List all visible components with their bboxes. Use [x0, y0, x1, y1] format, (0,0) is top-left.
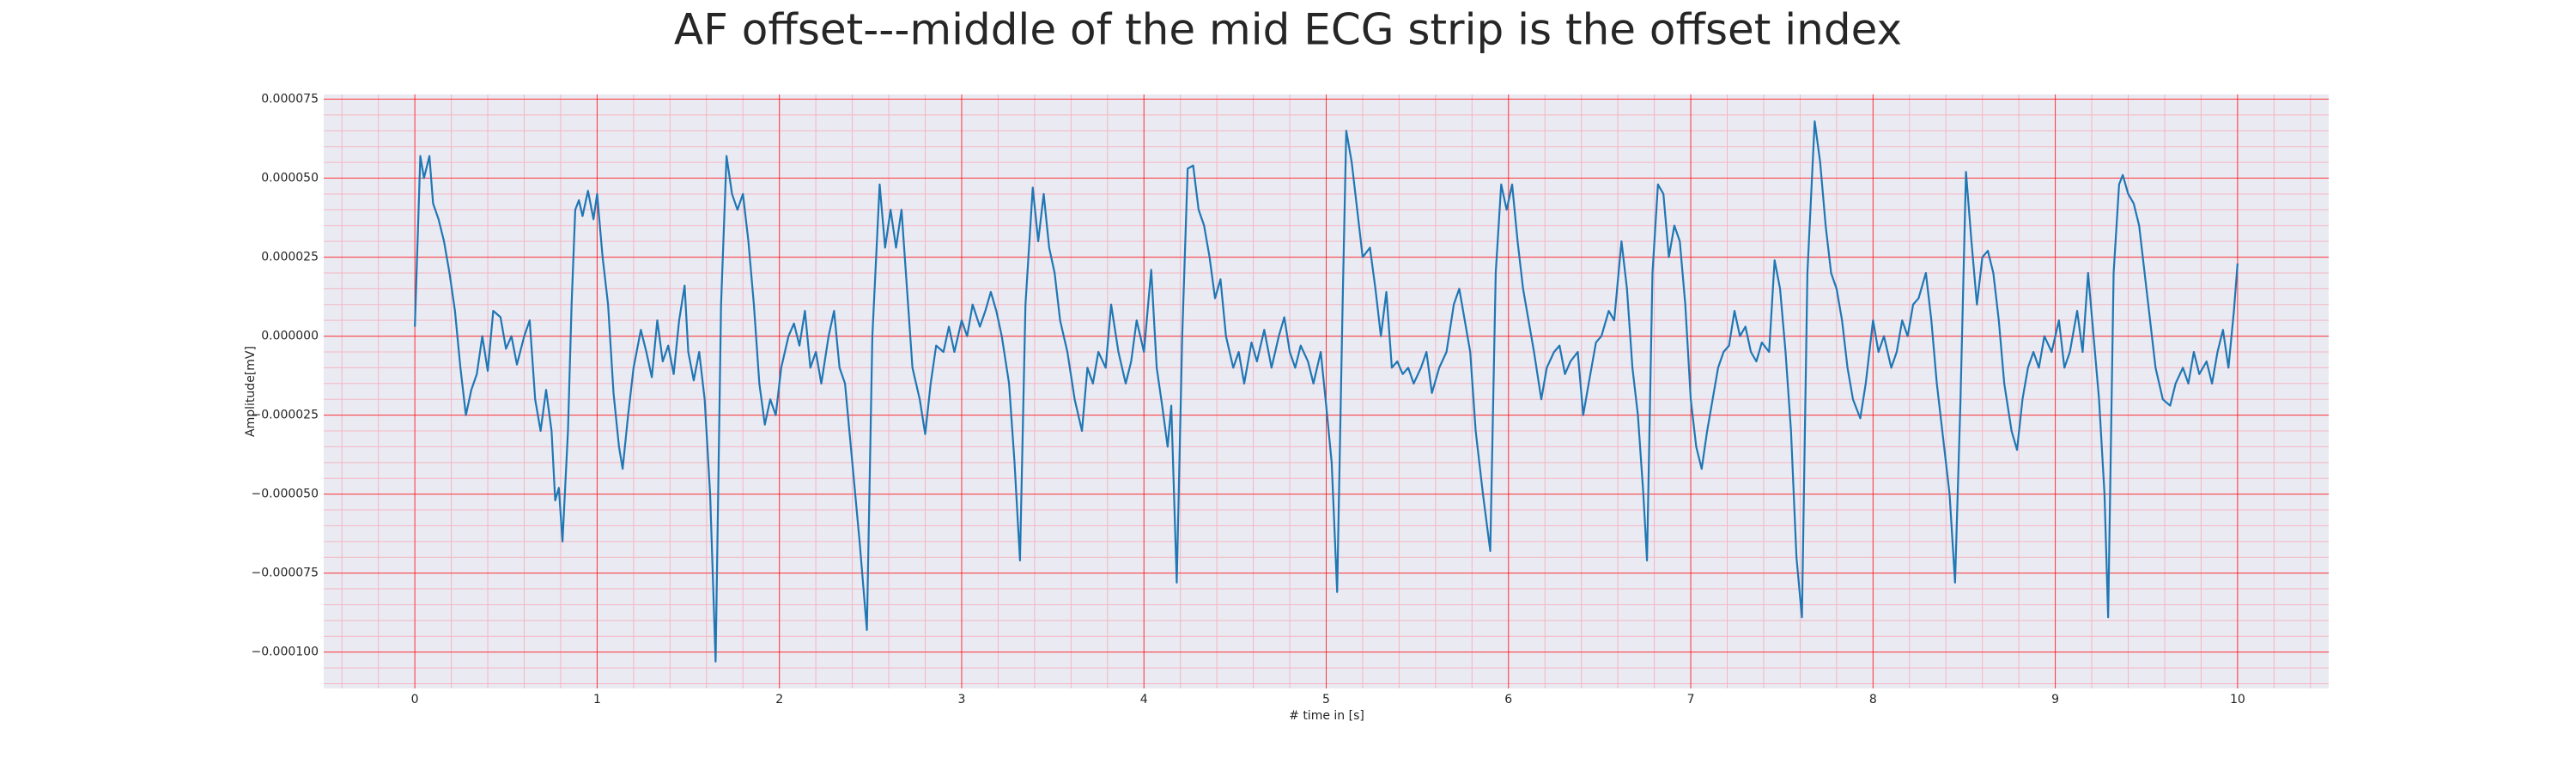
data-layer: [414, 120, 2239, 663]
y-tick-label: 0.000025: [261, 251, 319, 264]
x-tick-label: 3: [957, 693, 965, 706]
chart-title: AF offset---middle of the mid ECG strip …: [674, 5, 1902, 55]
x-tick-label: 1: [593, 693, 601, 706]
y-tick-label: −0.000050: [251, 488, 319, 501]
data-line: [414, 120, 2239, 663]
x-tick-label: 10: [2230, 693, 2245, 706]
x-axis-label: # time in [s]: [1289, 709, 1364, 723]
y-tick-label: 0.000000: [261, 330, 319, 343]
y-tick-label: 0.000075: [261, 93, 319, 106]
y-tick-label: −0.000025: [251, 409, 319, 422]
x-tick-label: 4: [1140, 693, 1148, 706]
x-tick-label: 0: [411, 693, 419, 706]
x-tick-label: 8: [1869, 693, 1877, 706]
x-tick-label: 7: [1687, 693, 1695, 706]
major-grid: [324, 94, 2329, 688]
y-axis-label: Amplitude[mV]: [244, 346, 258, 437]
y-tick-label: −0.000075: [251, 567, 319, 580]
x-tick-label: 5: [1322, 693, 1330, 706]
y-tick-label: 0.000050: [261, 172, 319, 185]
x-tick-label: 2: [775, 693, 783, 706]
x-tick-label: 6: [1504, 693, 1512, 706]
y-tick-label: −0.000100: [251, 646, 319, 659]
x-tick-label: 9: [2051, 693, 2059, 706]
